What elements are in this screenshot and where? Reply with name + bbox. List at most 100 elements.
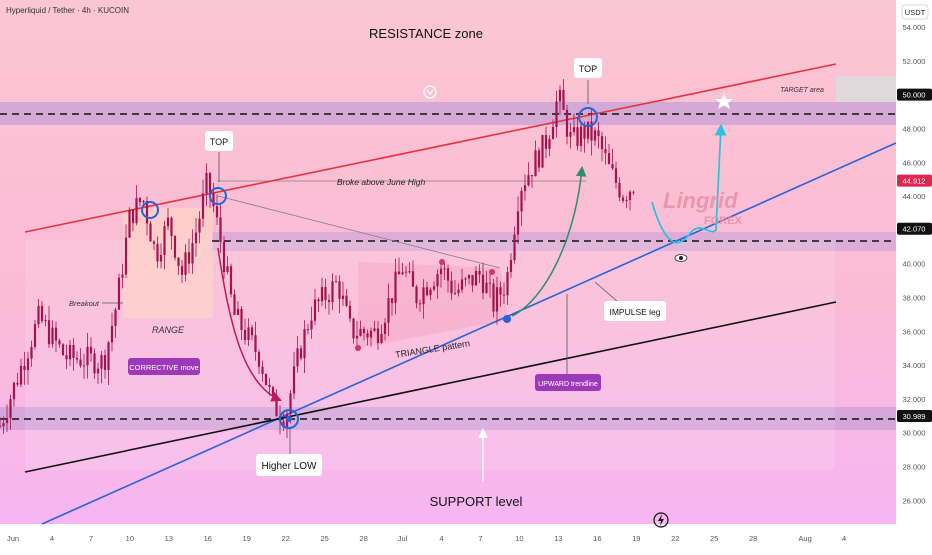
candle-body (58, 340, 61, 345)
time-axis-tick: 16 (593, 534, 601, 543)
candle-body (296, 348, 299, 367)
candle-body (233, 294, 236, 315)
time-axis-tick: 7 (478, 534, 482, 543)
candle-body (355, 335, 359, 339)
candle-body (600, 136, 604, 150)
candle-body (166, 217, 170, 227)
candle-body (124, 237, 128, 275)
candle-body (275, 395, 278, 417)
price-axis[interactable]: 54.000 52.000 50.000 48.000 46.000 44.912 44.0… (897, 23, 932, 505)
candle-body (51, 327, 54, 345)
candle-body (103, 355, 107, 370)
candle-body (478, 270, 481, 275)
candle-body (75, 357, 79, 360)
currency-badge[interactable] (901, 4, 929, 20)
time-axis-tick: Aug (798, 534, 811, 543)
time-axis-tick: 28 (749, 534, 757, 543)
price-axis-tick: 54.000 (903, 23, 926, 32)
candle-body (506, 272, 509, 296)
candle-body (327, 300, 331, 302)
candle-body (152, 241, 156, 244)
candle-body (541, 135, 544, 168)
candle-body (310, 320, 313, 330)
candle-body (569, 131, 572, 137)
candle-body (264, 373, 268, 385)
candle-body (401, 272, 404, 275)
top-right-badge (574, 58, 602, 78)
candle-body (586, 121, 590, 139)
candle-body (100, 355, 103, 369)
candle-body (261, 366, 264, 374)
candle-body (236, 308, 240, 315)
upward-trendline-badge (535, 374, 601, 391)
plot-background (0, 0, 896, 524)
price-axis-tick: 32.000 (903, 395, 926, 404)
candle-body (5, 417, 9, 424)
candle-body (33, 324, 37, 347)
candle-body (548, 139, 551, 149)
candle-body (390, 298, 394, 303)
resistance-zone-label: RESISTANCE zone (369, 26, 483, 41)
candle-body (191, 243, 194, 264)
candle-body (159, 255, 163, 262)
candle-body (306, 329, 310, 331)
watermark-sub: FOREX (704, 215, 743, 227)
candle-body (30, 346, 33, 359)
time-axis-tick: 25 (710, 534, 718, 543)
candle-body (68, 345, 72, 360)
time-axis[interactable]: Jun 4 7 10 13 16 19 22 25 28 Jul 4 7 10 13 16 19 22 25 28 Au… (7, 534, 846, 543)
candle-body (439, 268, 443, 275)
time-axis-tick: 28 (359, 534, 367, 543)
candle-body (369, 330, 373, 338)
candle-body (611, 163, 614, 169)
time-axis-tick: 4 (842, 534, 846, 543)
time-axis-tick: 19 (632, 534, 640, 543)
price-axis-tag (897, 174, 932, 187)
candle-body (212, 192, 215, 207)
time-axis-tick: 22 (671, 534, 679, 543)
candle-body (450, 280, 453, 294)
impulse-leg-badge (604, 301, 666, 321)
candle-body (359, 328, 362, 336)
candle-body (530, 175, 534, 177)
candle-body (422, 287, 425, 305)
candle-body (352, 318, 355, 339)
eye-icon (674, 254, 688, 262)
broke-above-label: Broke above June High (337, 177, 426, 187)
candle-body (460, 279, 464, 290)
candle-body (229, 266, 233, 295)
candle-body (54, 327, 58, 341)
candle-body (362, 328, 366, 334)
candle-body (250, 327, 254, 336)
time-axis-tick: 25 (320, 534, 328, 543)
candle-body (467, 275, 471, 279)
candle-body (16, 382, 19, 385)
candle-body (40, 305, 44, 322)
candle-body (562, 89, 565, 110)
candle-body (320, 287, 324, 302)
higher-low-dot (286, 416, 292, 422)
candle-body (492, 283, 495, 312)
time-axis-tick: 10 (126, 534, 134, 543)
candle-body (471, 275, 474, 286)
candle-body (2, 423, 5, 427)
support-trendline (24, 301, 837, 473)
candle-body (579, 126, 583, 146)
corrective-move-badge (128, 358, 200, 375)
price-axis-tag (897, 88, 932, 101)
lightning-icon (653, 512, 669, 528)
impulse-leg-arrow (511, 165, 587, 317)
candle-body (215, 206, 219, 218)
candle-body (614, 168, 618, 183)
range-high-marker (141, 201, 159, 219)
candle-body (415, 286, 418, 304)
candle-body (12, 382, 16, 400)
support-arrow-head (478, 428, 488, 438)
time-axis-tick: Jun (7, 534, 19, 543)
candle-body (418, 303, 422, 305)
candle-body (628, 191, 632, 201)
candle-body (82, 365, 86, 367)
price-axis-tick: 40.000 (903, 260, 926, 269)
time-axis-tick: 4 (439, 534, 443, 543)
